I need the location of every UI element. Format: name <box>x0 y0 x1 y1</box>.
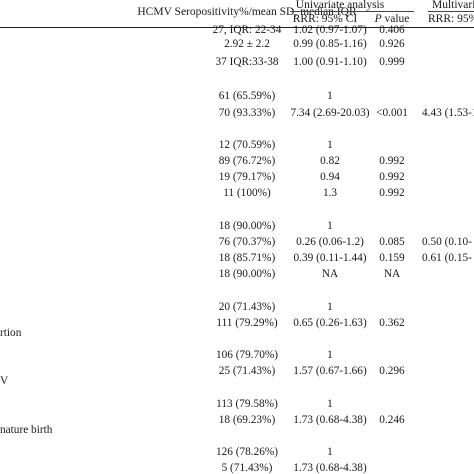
cell-seroprevalence: 20 (71.43%) <box>218 301 276 313</box>
univariate-subrule <box>290 11 414 12</box>
cell-seroprevalence: 126 (78.26%) <box>215 446 279 458</box>
col-header-multivariate: Multivari <box>432 0 474 11</box>
cell-univariate-rrr: 7.34 (2.69-20.03) <box>290 107 370 119</box>
cell-seroprevalence: 18 (85.71%) <box>218 252 276 264</box>
cell-seroprevalence: 19 (79.17%) <box>218 171 276 183</box>
cell-seroprevalence: 113 (79.58%) <box>216 398 278 410</box>
cell-univariate-rrr: 0.94 <box>320 171 340 183</box>
cell-seroprevalence: 25 (71.43%) <box>218 365 276 377</box>
cell-seroprevalence: 5 (71.43%) <box>221 462 273 474</box>
cell-univariate-rrr: 1 <box>327 301 333 313</box>
cell-univariate-rrr: 0.65 (0.26-1.63) <box>293 317 367 329</box>
p-italic: P <box>374 13 382 25</box>
cell-univariate-p: 0.992 <box>379 155 405 167</box>
cell-univariate-rrr: 1 <box>327 220 333 232</box>
cell-seroprevalence: 2.92 ± 2.2 <box>224 38 270 50</box>
cell-univariate-rrr: 1.73 (0.68-4.38) <box>293 414 367 426</box>
cell-seroprevalence: 61 (65.59%) <box>218 90 276 102</box>
cell-univariate-rrr: 1.02 (0.97-1.07) <box>293 24 367 36</box>
cell-seroprevalence: 11 (100%) <box>223 187 271 199</box>
cell-univariate-rrr: 0.39 (0.11-1.44) <box>293 252 367 264</box>
cell-seroprevalence: 37 IQR:33-38 <box>215 56 279 68</box>
cell-univariate-p: 0.296 <box>379 365 405 377</box>
cell-seroprevalence: 12 (70.59%) <box>218 139 276 151</box>
col-header-rrr-ci: RRR: 95% CI <box>292 13 358 25</box>
cell-multivariate-rrr: 0.61 (0.15- <box>422 252 472 264</box>
col-header-univariate: Univariate analysis <box>295 0 385 11</box>
cell-univariate-rrr: 1.00 (0.91-1.10) <box>293 56 367 68</box>
cell-seroprevalence: 18 (69.23%) <box>218 414 276 426</box>
cell-univariate-p: NA <box>383 268 401 280</box>
row-label: V <box>0 375 9 387</box>
cell-univariate-p: 0.085 <box>379 236 405 248</box>
cell-univariate-rrr: 1 <box>327 398 333 410</box>
cell-univariate-p: 0.926 <box>379 38 405 50</box>
cell-univariate-p: <0.001 <box>376 107 408 119</box>
cell-univariate-rrr: 1 <box>327 446 333 458</box>
cell-univariate-p: 0.406 <box>379 24 405 36</box>
cell-seroprevalence: 111 (79.29%) <box>216 317 278 329</box>
cell-seroprevalence: 106 (79.70%) <box>215 349 279 361</box>
p-rest: value <box>381 13 410 25</box>
cell-univariate-rrr: 1 <box>327 349 333 361</box>
cell-seroprevalence: 89 (76.72%) <box>218 155 276 167</box>
cell-univariate-rrr: 1 <box>327 90 333 102</box>
cell-univariate-rrr: 1.57 (0.67-1.66) <box>293 365 367 377</box>
row-label: rtion <box>0 327 22 339</box>
cell-seroprevalence: 27, IQR: 22-34 <box>212 24 282 36</box>
cell-univariate-rrr: 0.26 (0.06-1.2) <box>296 236 364 248</box>
cell-univariate-p: 0.992 <box>379 171 405 183</box>
cell-univariate-p: 0.362 <box>379 317 405 329</box>
multivariate-subrule <box>428 11 474 12</box>
cell-univariate-rrr: 0.99 (0.85-1.16) <box>293 38 367 50</box>
cell-univariate-rrr: NA <box>321 268 339 280</box>
col-header-mv-rrr-ci: RRR: 95% <box>428 13 474 25</box>
cell-univariate-rrr: 1.3 <box>322 187 338 199</box>
row-label: nature birth <box>0 424 53 436</box>
cell-univariate-rrr: 0.82 <box>320 155 340 167</box>
cell-univariate-p: 0.246 <box>379 414 405 426</box>
cell-multivariate-rrr: 4.43 (1.53-1 <box>422 107 474 119</box>
cell-seroprevalence: 18 (90.00%) <box>218 220 276 232</box>
cell-univariate-rrr: 1 <box>327 139 333 151</box>
col-header-p-value: P value <box>375 13 410 26</box>
cell-univariate-rrr: 1.73 (0.68-4.38) <box>293 462 367 474</box>
col-header-seroprevalence: HCMV Seropositivity%/mean SD, median IQR <box>137 6 357 18</box>
cell-multivariate-rrr: 0.50 (0.10- <box>422 236 472 248</box>
cell-univariate-p: 0.992 <box>379 187 405 199</box>
cell-seroprevalence: 76 (70.37%) <box>218 236 276 248</box>
header-rule <box>0 27 474 28</box>
cell-univariate-p: 0.159 <box>379 252 405 264</box>
cell-seroprevalence: 18 (90.00%) <box>218 268 276 280</box>
cell-univariate-p: 0.999 <box>379 56 405 68</box>
cell-seroprevalence: 70 (93.33%) <box>218 107 276 119</box>
